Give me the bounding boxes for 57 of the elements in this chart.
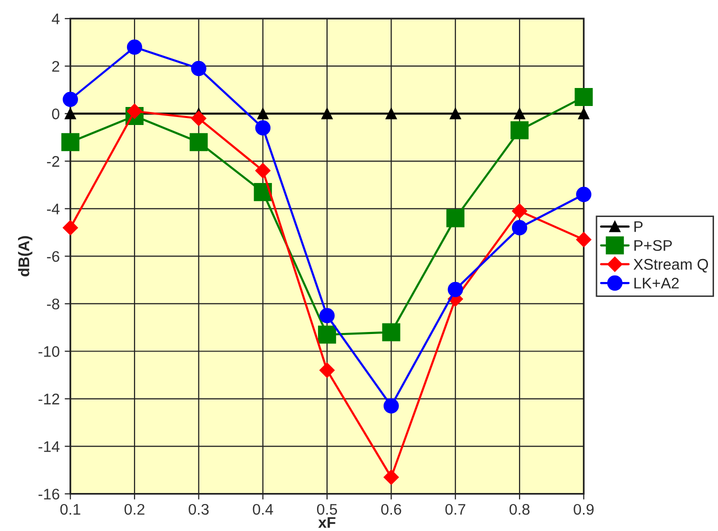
point <box>318 326 336 344</box>
legend-label: LK+A2 <box>634 278 679 288</box>
x-tick-label: 0.7 <box>445 504 466 515</box>
point <box>255 163 270 178</box>
point <box>62 220 78 236</box>
x-tick-label: 0.9 <box>574 504 594 515</box>
y-tick-label: 0 <box>52 108 60 120</box>
point <box>514 108 526 120</box>
y-tick-label: -4 <box>47 204 60 214</box>
point <box>576 186 592 202</box>
y-tick-label: -12 <box>38 394 60 404</box>
point <box>448 282 464 298</box>
x-tick-label: 0.8 <box>510 504 530 515</box>
legend-label: XStream Q <box>634 258 708 272</box>
point <box>450 108 461 120</box>
x-tick-label: 0.4 <box>252 504 274 515</box>
point <box>512 203 528 219</box>
x-tick-label: 0.2 <box>124 504 144 515</box>
point <box>255 120 271 136</box>
x-tick-label: 0.3 <box>188 504 209 515</box>
x-tick-label: 0.6 <box>381 504 402 515</box>
x-tick-label: 0.5 <box>317 504 338 515</box>
x-tick-label: 0.1 <box>60 504 80 515</box>
y-tick-label: 2 <box>52 60 60 72</box>
point <box>64 108 76 120</box>
point <box>384 398 399 414</box>
x-axis-title: xF <box>318 517 336 528</box>
point <box>257 108 268 120</box>
point <box>319 308 335 324</box>
point <box>382 323 400 342</box>
y-tick-label: -16 <box>38 488 60 500</box>
y-tick-label: -2 <box>47 156 60 167</box>
y-tick-label: -14 <box>38 441 60 452</box>
legend-label: P+SP <box>634 240 672 251</box>
y-tick-label: -8 <box>47 298 60 310</box>
point <box>126 104 142 119</box>
y-tick-label: -6 <box>47 251 60 262</box>
y-tick-label: 4 <box>52 14 60 24</box>
point <box>321 108 333 120</box>
y-axis-title: dB(A) <box>18 236 32 276</box>
point <box>191 110 206 126</box>
point <box>574 88 593 106</box>
point <box>191 60 206 76</box>
point <box>576 232 592 248</box>
y-tick-label: -10 <box>38 346 60 357</box>
point <box>190 133 208 152</box>
point <box>510 121 529 140</box>
point <box>512 220 528 236</box>
point <box>386 108 397 120</box>
point <box>578 108 590 120</box>
point <box>446 209 464 228</box>
point <box>384 470 399 485</box>
point <box>62 92 78 108</box>
point <box>126 39 142 55</box>
point <box>61 133 80 152</box>
point <box>319 362 335 378</box>
legend-label: P <box>634 221 643 232</box>
